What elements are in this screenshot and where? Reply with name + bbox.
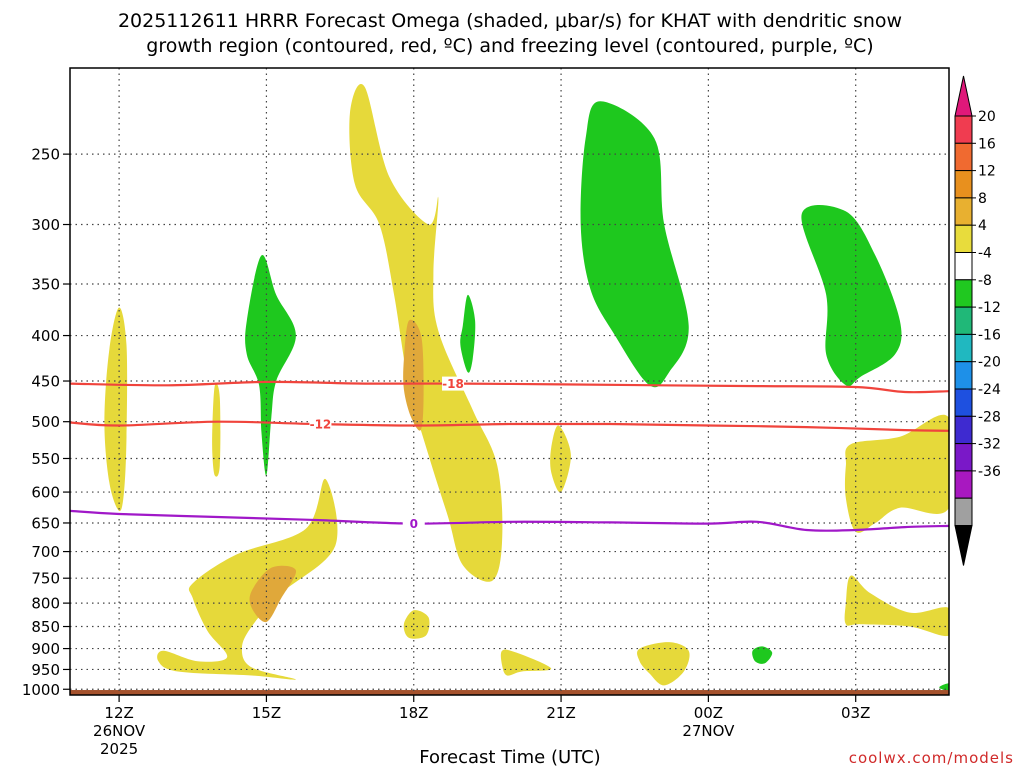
colorbar-label: 16	[978, 136, 996, 152]
y-tick-label: 250	[31, 146, 60, 164]
contour-line	[70, 509, 949, 532]
x-tick-label: 21Z	[546, 704, 575, 722]
colorbar-label: -28	[978, 409, 1001, 425]
y-tick-label: 550	[31, 450, 60, 468]
y-tick-label: 900	[31, 640, 60, 658]
colorbar-bottom-arrow	[954, 525, 973, 566]
x-tick-label: 12Z	[104, 704, 133, 722]
colorbar-label: -8	[978, 273, 992, 289]
colorbar: 20 16 12 8 4 -4 -8 -12 -16 -20 -24 -28 -32 -36	[954, 75, 1001, 566]
contour-label: 0	[410, 517, 418, 531]
colorbar-swatch	[954, 142, 973, 172]
y-tick-label: 350	[31, 276, 60, 294]
x-tick-label: 15Z	[252, 704, 281, 722]
y-tick-label: 300	[31, 216, 60, 234]
y-tick-label: 800	[31, 595, 60, 613]
colorbar-swatch	[954, 443, 973, 472]
colorbar-swatch	[954, 306, 973, 335]
y-tick-label: 600	[31, 484, 60, 502]
colorbar-label: -16	[978, 327, 1001, 343]
colorbar-label: -32	[978, 437, 1001, 453]
colorbar-label: 12	[978, 164, 996, 180]
colorbar-swatch	[954, 497, 973, 527]
y-tick-label: 650	[31, 514, 60, 532]
credit-text: coolwx.com/models	[849, 749, 1014, 767]
colorbar-label: 4	[978, 218, 987, 234]
colorbar-label: -20	[978, 355, 1001, 371]
omega-region-4-to-8	[157, 478, 338, 680]
colorbar-swatch	[954, 415, 973, 445]
colorbar-top-arrow	[954, 75, 973, 117]
omega-region-neg4-to-neg8	[939, 683, 949, 692]
omega-region-4-to-8	[637, 642, 690, 686]
colorbar-label: 20	[978, 109, 996, 125]
x-tick-label: 2025	[100, 740, 138, 758]
omega-region-4-to-8	[844, 414, 949, 533]
y-tick-label: 450	[31, 373, 60, 391]
contour-label: -12	[310, 418, 332, 432]
x-tick-label: 27NOV	[682, 722, 735, 740]
x-tick-label: 18Z	[399, 704, 428, 722]
omega-region-neg4-to-neg8	[245, 254, 296, 476]
colorbar-swatch	[954, 333, 973, 363]
colorbar-swatch	[954, 279, 973, 308]
colorbar-swatch	[954, 170, 973, 199]
omega-region-4-to-8	[104, 307, 128, 512]
omega-region-4-to-8	[403, 610, 430, 639]
omega-region-8-to-12	[249, 565, 297, 623]
temperature-contours: -18 -12 0	[70, 376, 949, 532]
colorbar-swatch	[954, 388, 973, 417]
omega-region-4-to-8	[212, 383, 221, 477]
plot-area: -18 -12 0	[69, 67, 950, 696]
colorbar-label: -12	[978, 300, 1001, 316]
y-axis-ticks: 250 300 350 400 450 500 550 600 650 700 750 800 850 9…	[22, 146, 70, 699]
omega-region-neg4-to-neg8	[460, 294, 476, 373]
omega-region-4-to-8	[349, 83, 503, 582]
y-tick-label: 950	[31, 661, 60, 679]
colorbar-label: -24	[978, 382, 1001, 398]
colorbar-label: 8	[978, 191, 987, 207]
omega-shading	[104, 83, 949, 692]
x-axis-title: Forecast Time (UTC)	[419, 747, 600, 768]
ground-surface	[70, 690, 949, 695]
x-tick-label: 03Z	[841, 704, 870, 722]
y-tick-label: 850	[31, 618, 60, 636]
chart-title-line-1: 2025112611 HRRR Forecast Omega (shaded, …	[118, 10, 902, 32]
colorbar-label: -36	[978, 464, 1001, 480]
colorbar-swatch	[954, 252, 973, 281]
chart-title-line-2: growth region (contoured, red, ºC) and f…	[146, 35, 873, 57]
contour-label-background	[402, 516, 425, 531]
omega-region-neg4-to-neg8	[801, 204, 902, 387]
y-tick-label: 400	[31, 327, 60, 345]
y-tick-label: 700	[31, 543, 60, 561]
x-tick-label: 00Z	[694, 704, 723, 722]
colorbar-swatch	[954, 115, 973, 144]
x-tick-label: 26NOV	[93, 722, 146, 740]
omega-region-neg4-to-neg8	[752, 646, 773, 664]
colorbar-label: -4	[978, 246, 992, 262]
contour-line	[70, 420, 949, 432]
ground-layer	[70, 690, 949, 695]
contour-label-background	[309, 417, 332, 432]
contour-label-background	[442, 376, 465, 391]
y-tick-label: 500	[31, 413, 60, 431]
omega-region-8-to-12	[403, 319, 424, 431]
y-tick-label: 1000	[22, 681, 60, 699]
colorbar-swatch	[954, 197, 973, 226]
colorbar-swatch	[954, 361, 973, 390]
omega-region-neg4-to-neg8	[580, 101, 689, 388]
colorbar-swatch	[954, 470, 973, 499]
contour-line	[70, 380, 949, 394]
y-tick-label: 750	[31, 570, 60, 588]
grid-lines	[70, 68, 949, 695]
contour-label: -18	[442, 377, 464, 391]
omega-region-4-to-8	[844, 575, 949, 637]
colorbar-swatch	[954, 224, 973, 253]
